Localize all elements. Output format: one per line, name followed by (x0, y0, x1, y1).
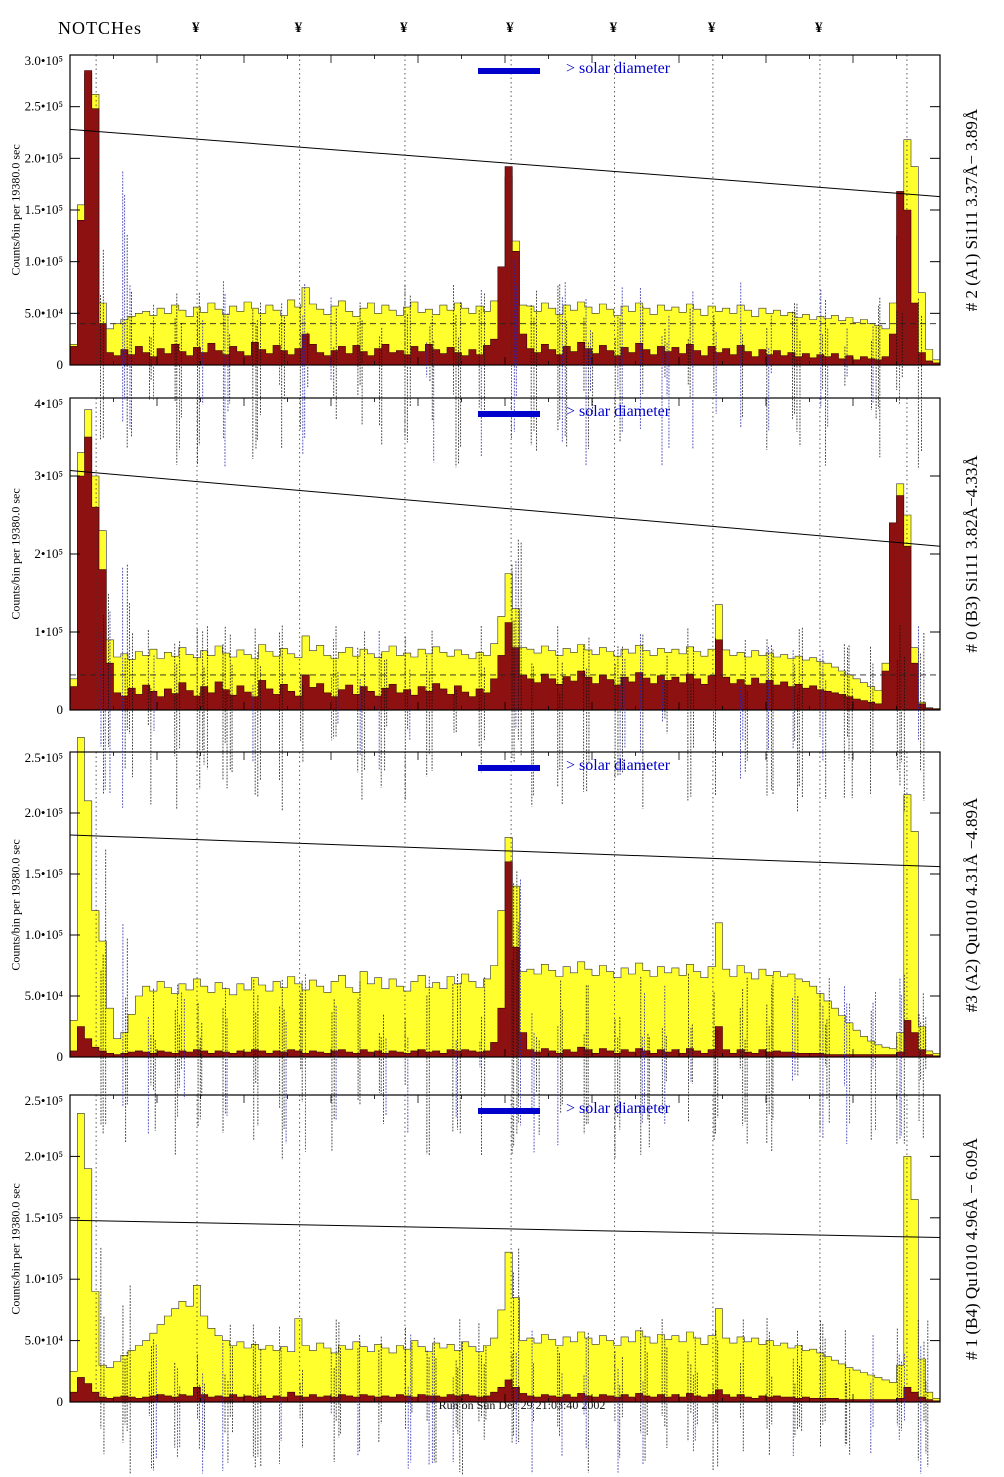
trend-line (69, 470, 941, 547)
run-timestamp: Run on Sun Dec 29 21:03:40 2002 (438, 1398, 606, 1412)
axis-ticks (70, 751, 940, 1058)
svg-text:1•10⁵: 1•10⁵ (34, 624, 63, 639)
svg-text:5.0•10⁴: 5.0•10⁴ (25, 988, 64, 1003)
svg-text:2.5•10⁵: 2.5•10⁵ (25, 99, 63, 114)
svg-text:1.0•10⁵: 1.0•10⁵ (25, 927, 63, 942)
y-axis-title: Counts/bin per 19380.0 sec (8, 144, 23, 276)
y-axis-title: Counts/bin per 19380.0 sec (8, 838, 23, 971)
svg-text:4•10⁵: 4•10⁵ (34, 396, 63, 411)
svg-text:1.5•10⁵: 1.5•10⁵ (25, 1210, 63, 1225)
solar-diameter-label: > solar diameter (566, 60, 671, 77)
axis-ticks (70, 397, 940, 711)
svg-text:0: 0 (57, 702, 64, 717)
panel-1-title: # 0 (B3) Si111 3.82Å−4.33Å (962, 455, 981, 653)
vertical-gridlines (95, 1095, 908, 1402)
svg-text:1.5•10⁵: 1.5•10⁵ (25, 202, 63, 217)
svg-text:1.0•10⁵: 1.0•10⁵ (25, 1271, 63, 1286)
svg-text:0: 0 (57, 1394, 64, 1409)
panel-3-title: # 1 (B4) Qu1010 4.96Å − 6.09Å (962, 1137, 981, 1360)
solar-diameter-bar (478, 68, 540, 74)
solar-diameter-label: > solar diameter (566, 757, 671, 774)
svg-text:2.5•10⁵: 2.5•10⁵ (25, 1093, 63, 1108)
svg-text:5.0•10⁴: 5.0•10⁴ (25, 305, 64, 320)
notch-symbol: ¥ (192, 20, 200, 36)
notches-label: NOTCHes (58, 18, 142, 38)
panel-0-title: # 2 (A1) Si111 3.37Å− 3.89Å (962, 108, 981, 312)
solar-diameter-bar (478, 765, 540, 771)
svg-text:0: 0 (57, 1049, 64, 1064)
notch-symbol: ¥ (609, 20, 618, 36)
notch-symbol: ¥ (707, 20, 716, 36)
trend-line (69, 834, 941, 868)
svg-text:1.5•10⁵: 1.5•10⁵ (25, 866, 63, 881)
notch-symbol: ¥ (506, 20, 514, 36)
background-counts-histogram (69, 436, 941, 711)
notch-symbol: ¥ (399, 20, 408, 36)
trend-line (69, 128, 941, 198)
vertical-gridlines (95, 752, 908, 1057)
total-counts-histogram (69, 1113, 941, 1403)
trend-line (69, 1219, 941, 1238)
solar-diameter-label: > solar diameter (566, 403, 671, 420)
y-tick-labels: 0 5.0•10⁴ 1.0•10⁵ 1.5•10⁵ 2.0•10⁵ 2.5•10⁵ 3.0•… (25, 53, 64, 372)
solar-diameter-label: > solar diameter (566, 1100, 671, 1117)
svg-text:3.0•10⁵: 3.0•10⁵ (25, 53, 63, 68)
y-axis-title: Counts/bin per 19380.0 sec (8, 488, 23, 620)
svg-text:2.0•10⁵: 2.0•10⁵ (25, 1148, 63, 1163)
svg-text:5.0•10⁴: 5.0•10⁴ (25, 1333, 64, 1348)
svg-text:2.0•10⁵: 2.0•10⁵ (25, 805, 63, 820)
notch-symbol: ¥ (814, 20, 823, 36)
y-tick-labels: 0 5.0•10⁴ 1.0•10⁵ 1.5•10⁵ 2.0•10⁵ 2.5•10⁵ (25, 750, 64, 1064)
y-tick-labels: 0 1•10⁵ 2•10⁵ 3•10⁵ 4•10⁵ (34, 396, 63, 717)
panel-3-chart: 0 5.0•10⁴ 1.0•10⁵ 1.5•10⁵ 2.0•10⁵ 2.5•10⁵ (25, 1093, 941, 1409)
panel-1-chart: 0 1•10⁵ 2•10⁵ 3•10⁵ 4•10⁵ (34, 396, 941, 717)
svg-text:3•10⁵: 3•10⁵ (34, 468, 63, 483)
y-axis-title: Counts/bin per 19380.0 sec (8, 1182, 23, 1315)
background-counts-histogram (69, 861, 941, 1058)
svg-text:1.0•10⁵: 1.0•10⁵ (25, 254, 63, 269)
svg-text:0: 0 (57, 357, 64, 372)
y-tick-labels: 0 5.0•10⁴ 1.0•10⁵ 1.5•10⁵ 2.0•10⁵ 2.5•10⁵ (25, 1093, 64, 1409)
solar-diameter-bar (478, 411, 540, 417)
svg-text:2.5•10⁵: 2.5•10⁵ (25, 750, 63, 765)
total-counts-histogram (69, 409, 941, 711)
panel-2-chart: 0 5.0•10⁴ 1.0•10⁵ 1.5•10⁵ 2.0•10⁵ 2.5•10⁵ (25, 737, 941, 1064)
svg-text:2.0•10⁵: 2.0•10⁵ (25, 150, 63, 165)
solar-diameter-bar (478, 1108, 540, 1114)
panel-0-chart: 0 5.0•10⁴ 1.0•10⁵ 1.5•10⁵ 2.0•10⁵ 2.5•10⁵ 3.0•… (25, 53, 941, 372)
svg-text:2•10⁵: 2•10⁵ (34, 546, 63, 561)
notch-symbol: ¥ (294, 20, 303, 36)
panel-2-title: #3 (A2) Qu1010 4.31Å −4.89Å (962, 797, 981, 1012)
